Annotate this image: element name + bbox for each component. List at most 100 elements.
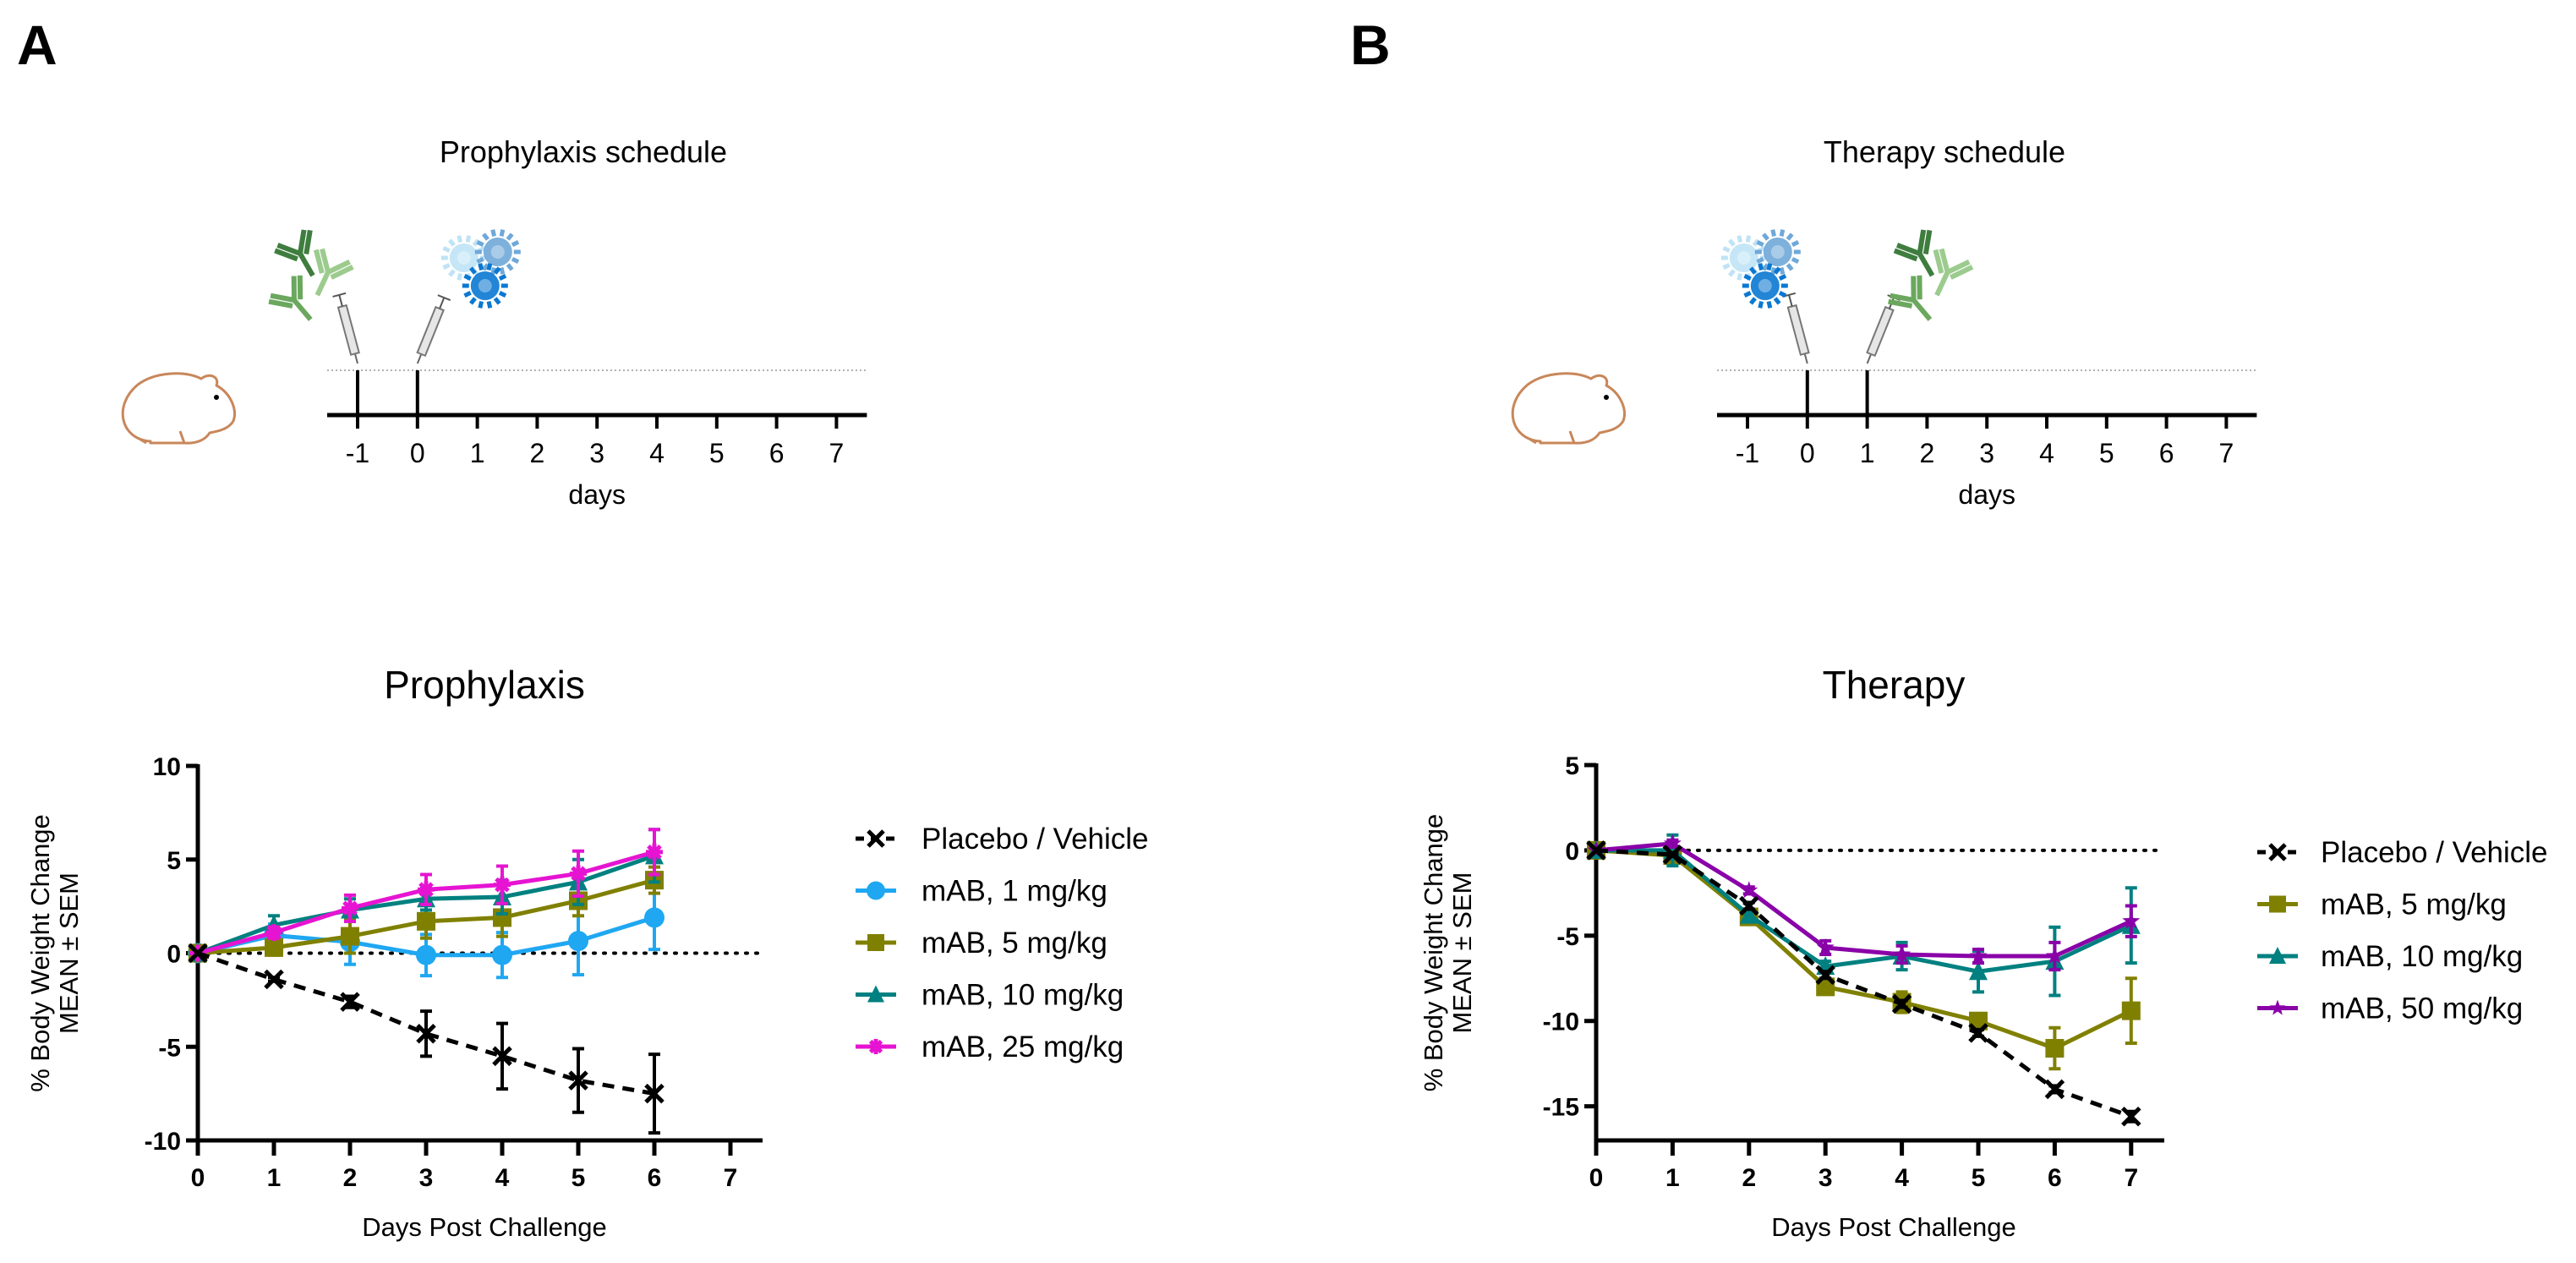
x-axis-label: Days Post Challenge bbox=[1771, 1212, 2016, 1242]
virus-spike bbox=[476, 256, 484, 264]
legend-label: Placebo / Vehicle bbox=[922, 823, 1149, 856]
guinea-pig-eye bbox=[214, 395, 219, 400]
chart-title: Therapy bbox=[1823, 663, 1966, 707]
virus-core bbox=[1758, 279, 1772, 293]
virus-spike bbox=[1728, 269, 1736, 277]
y-tick-label: -15 bbox=[1543, 1094, 1579, 1122]
timeline-tick-label: 7 bbox=[2219, 438, 2234, 468]
triangle-marker bbox=[867, 985, 884, 1003]
x-tick-label: 4 bbox=[495, 1164, 510, 1192]
virus-spike bbox=[1778, 290, 1787, 298]
virus-core bbox=[1736, 251, 1751, 265]
antibody-shape bbox=[274, 229, 315, 277]
legend-item: mAB, 10 mg/kg bbox=[2257, 940, 2523, 973]
x-tick-label: 2 bbox=[343, 1164, 358, 1192]
x-tick-label: 2 bbox=[1742, 1164, 1756, 1192]
star-marker bbox=[1740, 881, 1758, 899]
virus-spike bbox=[457, 235, 463, 243]
asterisk-marker bbox=[495, 877, 510, 893]
virus-spike bbox=[1770, 229, 1777, 238]
star-marker bbox=[2045, 947, 2064, 964]
panel-letter-a: A bbox=[17, 14, 57, 76]
virus-spike bbox=[478, 263, 484, 271]
antibody-icon bbox=[1893, 229, 1935, 277]
virus-icon bbox=[474, 229, 521, 275]
antibody-icon bbox=[268, 275, 313, 321]
syringe-needle bbox=[1866, 353, 1873, 364]
x-tick-label: 3 bbox=[1819, 1164, 1833, 1192]
antibody-shape bbox=[313, 248, 354, 297]
virus-spike bbox=[1773, 297, 1781, 305]
timeline-tick-label: 4 bbox=[649, 438, 665, 468]
y-tick-label: -5 bbox=[158, 1034, 181, 1062]
virus-spike bbox=[1728, 238, 1736, 247]
star-marker bbox=[1893, 945, 1911, 962]
circle-marker bbox=[568, 931, 588, 952]
triangle-marker bbox=[1969, 961, 1988, 981]
x-tick-label: 1 bbox=[267, 1164, 282, 1192]
virus-core bbox=[457, 251, 471, 265]
virus-spike bbox=[498, 290, 507, 298]
virus-spike bbox=[1722, 246, 1731, 254]
syringe-barrel bbox=[336, 303, 360, 356]
y-tick-label: -10 bbox=[1543, 1009, 1579, 1036]
virus-spike bbox=[511, 240, 520, 248]
x-marker bbox=[492, 1046, 512, 1067]
x-tick-label: 6 bbox=[2048, 1164, 2062, 1192]
virus-body bbox=[1750, 271, 1780, 300]
guinea-pig-outline bbox=[1511, 372, 1626, 445]
x-tick-label: 7 bbox=[724, 1164, 738, 1192]
virus-body bbox=[1729, 243, 1758, 272]
timeline-tick-label: 0 bbox=[1800, 438, 1815, 468]
x-tick-label: 4 bbox=[1895, 1164, 1909, 1192]
syringe-icon bbox=[332, 292, 360, 364]
timeline-tick-label: 6 bbox=[769, 438, 785, 468]
square-marker bbox=[2121, 1001, 2141, 1020]
legend-item: Placebo / Vehicle bbox=[2257, 836, 2548, 869]
x-tick-label: 5 bbox=[572, 1164, 586, 1192]
virus-spike bbox=[465, 235, 472, 243]
virus-spike bbox=[442, 262, 451, 270]
timeline-axis-label: days bbox=[1958, 479, 2015, 510]
virus-spike bbox=[442, 246, 451, 254]
timeline-tick-label: 1 bbox=[470, 438, 485, 468]
virus-spike bbox=[1773, 266, 1781, 275]
star-marker bbox=[2269, 999, 2286, 1015]
virus-spike bbox=[493, 297, 501, 305]
timeline-tick-label: 0 bbox=[410, 438, 425, 468]
series-mab-50-mg-kg bbox=[1587, 834, 2141, 972]
virus-spike bbox=[1736, 235, 1743, 243]
virus-spike bbox=[1756, 240, 1764, 248]
x-marker bbox=[1891, 993, 1912, 1014]
legend-item: mAB, 50 mg/kg bbox=[2257, 992, 2523, 1025]
virus-spike bbox=[1778, 274, 1787, 282]
y-axis-sublabel: MEAN ± SEM bbox=[1447, 872, 1477, 1034]
chart-title: Prophylaxis bbox=[384, 663, 585, 707]
virus-spike bbox=[506, 232, 514, 241]
virus-spike bbox=[457, 272, 463, 281]
asterisk-marker bbox=[571, 866, 586, 882]
x-tick-label: 7 bbox=[2124, 1164, 2138, 1192]
timeline-tick-label: -1 bbox=[1736, 438, 1759, 468]
schedules: -1 0 1 2 3 4 5 6 7 days -1 0 1 2 3 4 5 6 7 days bbox=[121, 229, 2257, 510]
schedule-title-a: Prophylaxis schedule bbox=[440, 134, 727, 169]
legend-label: mAB, 10 mg/kg bbox=[2321, 940, 2523, 973]
timeline-tick-label: 1 bbox=[1860, 438, 1875, 468]
square-marker bbox=[2269, 895, 2286, 913]
x-tick-label: 5 bbox=[1972, 1164, 1986, 1192]
triangle-marker bbox=[1739, 905, 1758, 924]
timeline-tick-label: 7 bbox=[829, 438, 845, 468]
virus-core bbox=[478, 279, 492, 293]
timeline-tick-label: 3 bbox=[1979, 438, 1994, 468]
y-tick-label: 5 bbox=[1565, 752, 1579, 780]
legend-item: mAB, 25 mg/kg bbox=[856, 1031, 1124, 1063]
virus-spike bbox=[1762, 263, 1769, 271]
virus-spike bbox=[1758, 300, 1764, 309]
antibody-shape bbox=[1893, 229, 1935, 277]
virus-spike bbox=[463, 290, 472, 298]
asterisk-marker bbox=[342, 900, 358, 916]
syringe-barrel bbox=[1866, 305, 1895, 358]
timeline-tick-label: 2 bbox=[1920, 438, 1935, 468]
schedule-title-b: Therapy schedule bbox=[1824, 134, 2065, 169]
